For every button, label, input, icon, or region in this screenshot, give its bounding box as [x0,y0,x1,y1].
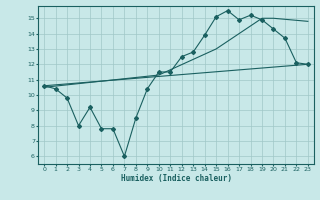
X-axis label: Humidex (Indice chaleur): Humidex (Indice chaleur) [121,174,231,183]
